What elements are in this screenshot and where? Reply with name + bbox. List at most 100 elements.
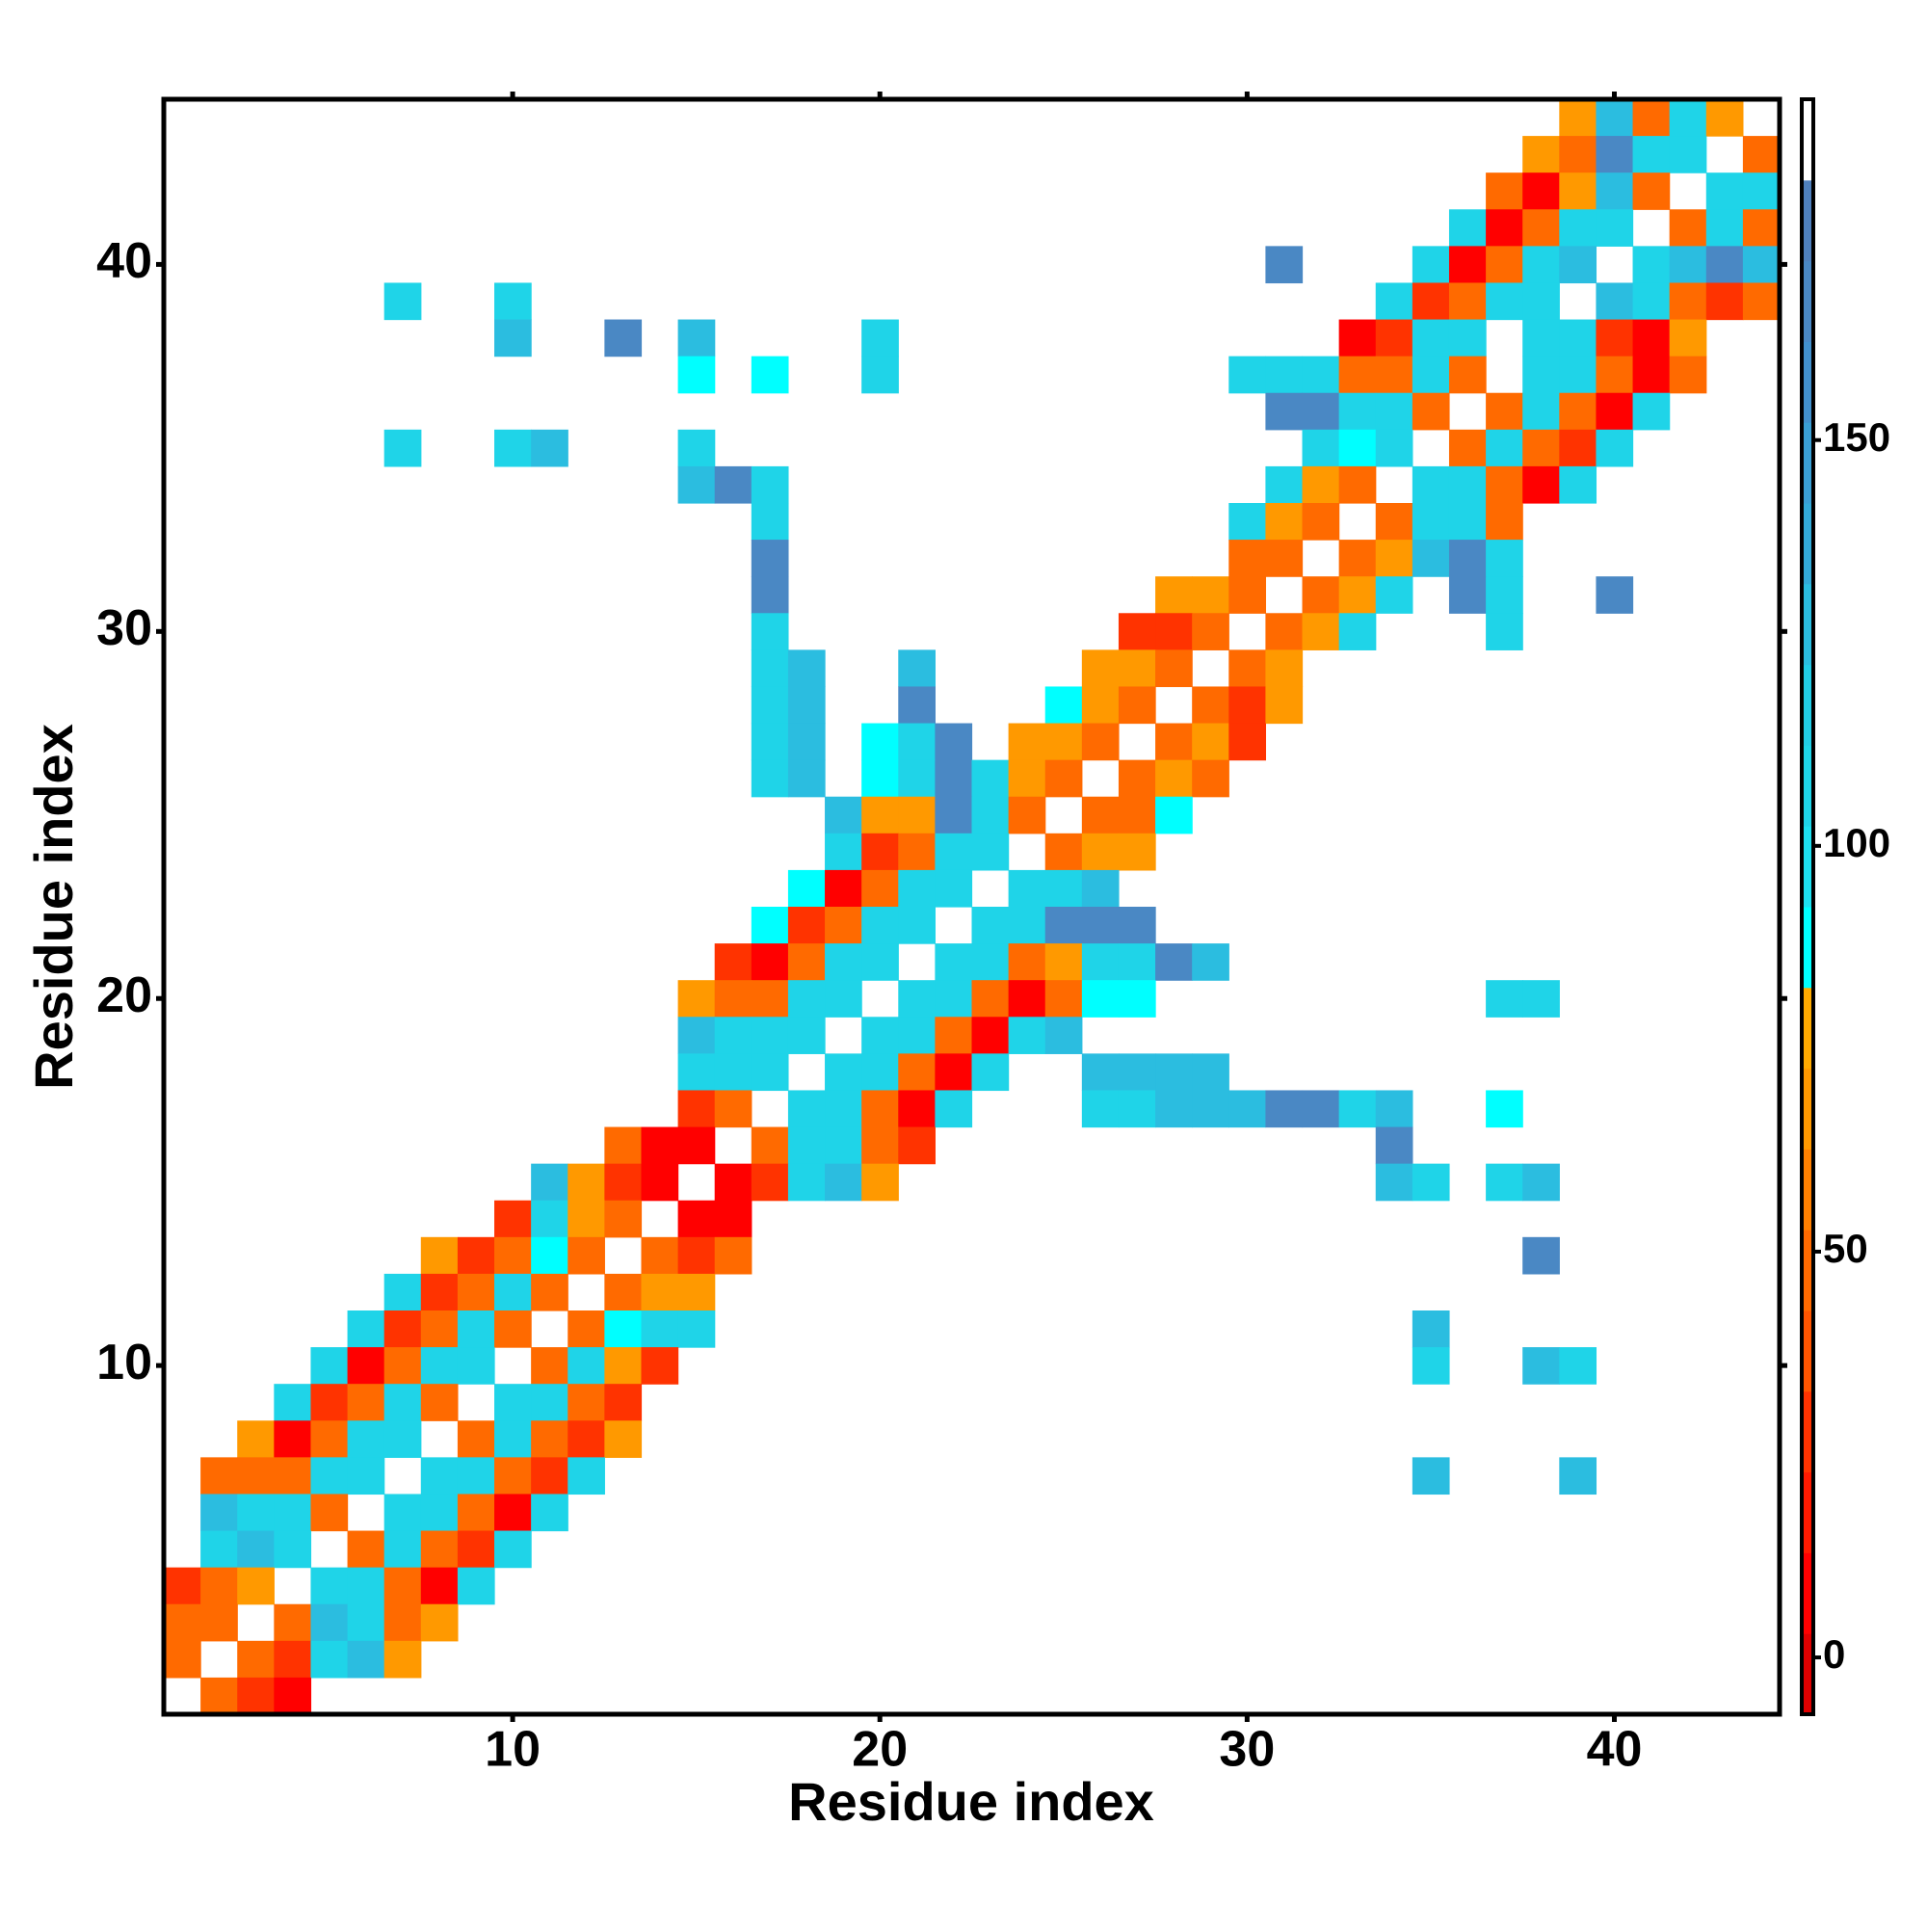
cell [861,833,899,871]
cell [861,759,899,798]
cell [383,282,422,321]
cell [347,1640,385,1679]
cell [1522,392,1560,431]
cell [200,1457,238,1495]
cell [971,796,1010,834]
cell [494,319,532,357]
cell [1044,907,1083,944]
cell [274,1384,312,1421]
cell [347,1384,385,1421]
cell [1302,465,1340,504]
cell [677,1090,716,1128]
cell [861,907,899,944]
cell [1669,356,1707,394]
cell [1192,686,1229,725]
cell [1632,99,1671,137]
cell [310,1420,349,1458]
cell [714,943,752,981]
colorbar-band [1802,422,1813,504]
cell [1559,172,1597,210]
cell [1596,136,1634,173]
cell [237,1420,275,1458]
cell [787,1126,826,1165]
cell [825,869,862,908]
cell [1559,392,1597,431]
colorbar-band [1802,1230,1813,1311]
colorbar-band [1802,583,1813,666]
cell [1044,833,1083,871]
cell [310,1494,349,1532]
colorbar-band [1802,907,1813,989]
cell [457,1236,495,1275]
cell [1338,465,1377,504]
cell [531,1457,568,1495]
heatmap-cells [164,99,1781,1715]
cell [494,1420,532,1458]
cell [861,1163,899,1202]
cell [677,1236,716,1275]
cell [1559,1457,1597,1495]
cell [1302,429,1340,467]
cell [1448,209,1487,247]
cell [1008,869,1046,908]
cell [898,1017,936,1054]
cell [677,356,716,394]
cell [751,613,789,650]
cell [1559,356,1597,394]
cell [898,1126,936,1165]
cell [531,1384,568,1421]
cell [1118,759,1156,798]
cell [274,1457,312,1495]
cell [237,1677,275,1715]
cell [971,1053,1010,1092]
cell [861,1126,899,1165]
y-tick-label: 10 [96,1335,152,1390]
cell [1412,392,1450,431]
cell [347,1530,385,1569]
y-tick-label: 40 [96,233,152,289]
cell [1375,1090,1413,1128]
cell [237,1530,275,1569]
cell [787,1017,826,1054]
cell [714,1017,752,1054]
cell [787,869,826,908]
cell [1008,980,1046,1018]
x-tick-label: 20 [852,1722,908,1778]
cell [1228,1090,1267,1128]
cell [1044,759,1083,798]
cell [1412,1310,1450,1348]
cell [1338,540,1377,577]
cell [898,907,936,944]
cell [898,1090,936,1128]
cell [420,1530,459,1569]
cell [935,869,973,908]
cell [383,1420,422,1458]
cell [1705,99,1744,137]
cell [677,1017,716,1054]
cell [1742,136,1781,173]
cell [200,1494,238,1532]
cell [641,1347,679,1385]
cell [861,796,899,834]
x-tick-label: 40 [1587,1722,1643,1778]
cell [1081,833,1120,871]
cell [1596,576,1634,614]
colorbar-band [1802,503,1813,585]
colorbar-band [1802,341,1813,423]
cell [898,723,936,761]
cell [1228,356,1267,394]
cell [1081,907,1120,944]
cell [1338,319,1377,357]
cell [1448,576,1487,614]
cell [1044,686,1083,725]
colorbar-band [1802,664,1813,746]
cell [1228,723,1267,761]
cell [383,1310,422,1348]
cell [1632,356,1671,394]
cell [825,833,862,871]
cell [1338,392,1377,431]
cell [1155,613,1193,650]
cell [1522,356,1560,394]
cell [568,1347,605,1385]
cell [1669,319,1707,357]
